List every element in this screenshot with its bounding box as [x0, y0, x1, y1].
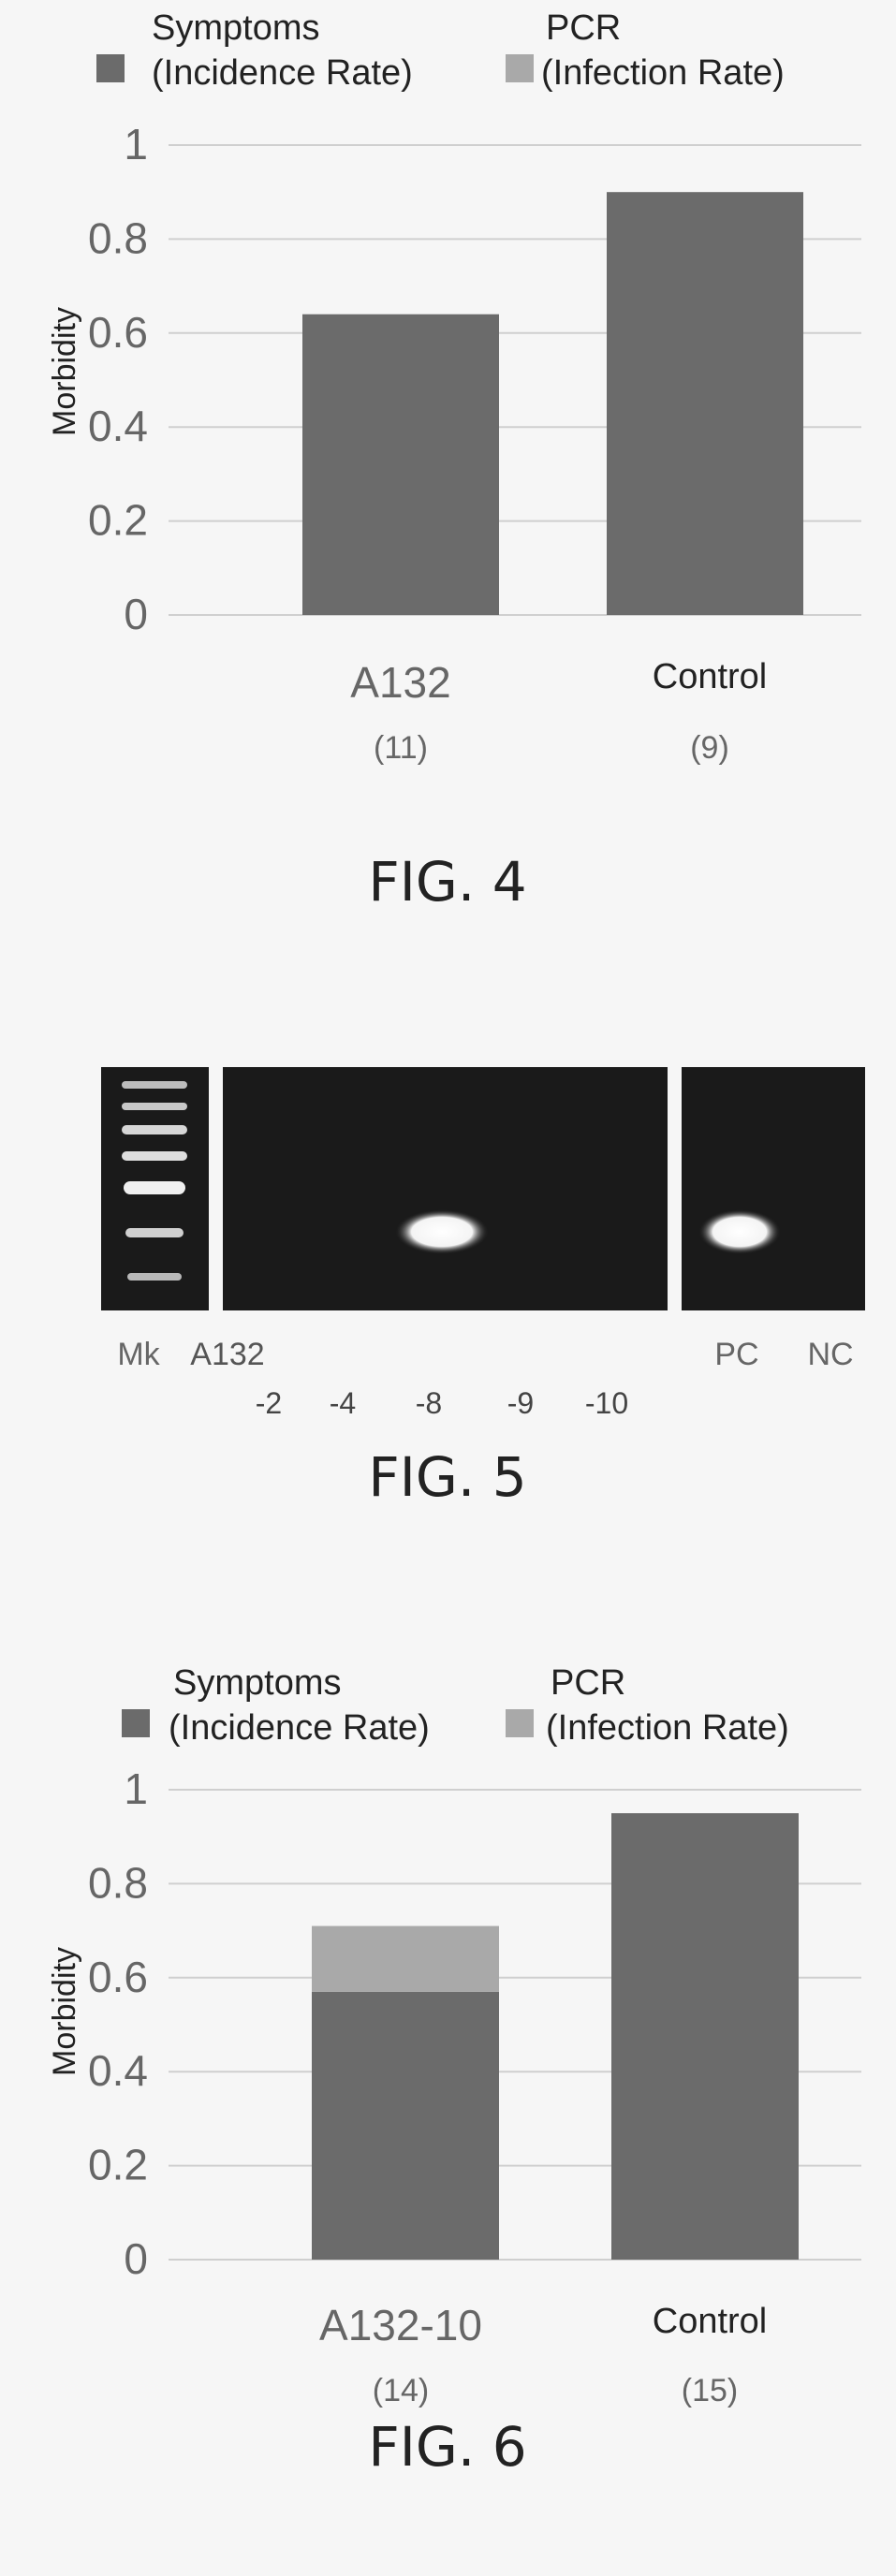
fig4-y-tick-label: 0.2	[88, 496, 148, 545]
fig6-bar-symptoms-a132-10	[312, 1992, 499, 2260]
fig6-legend-swatch-symptoms	[122, 1709, 150, 1737]
fig6-bar-symptoms-control	[611, 1813, 799, 2260]
fig4-y-axis-label: Morbidity	[47, 307, 82, 436]
fig5-gel-image: Mk A132 PC NC -2 -4 -8 -9 -10 FIG. 5	[0, 1011, 896, 1535]
gel-lane-label-nc: NC	[807, 1337, 853, 1372]
fig4-legend-symptoms-line1: Symptoms	[152, 8, 319, 48]
fig6-category-count-a132-10: (14)	[373, 2373, 429, 2408]
gel-lane-label-a132: A132	[190, 1337, 264, 1372]
marker-ladder-band	[124, 1181, 185, 1194]
fig6-legend-swatch-pcr	[506, 1709, 534, 1737]
fig6-y-tick-label: 1	[124, 1764, 148, 1813]
fig4-y-tick-label: 0.6	[88, 308, 148, 357]
marker-ladder-band	[125, 1228, 184, 1237]
fig6-category-count-control: (15)	[682, 2373, 738, 2408]
fig4-y-tick-label: 0	[124, 590, 148, 638]
fig6-category-label-control: Control	[653, 2302, 768, 2341]
fig6-legend-symptoms-line2: (Incidence Rate)	[169, 1708, 430, 1748]
gel-dilution-label: -8	[416, 1386, 442, 1420]
fig6-legend-symptoms-line1: Symptoms	[173, 1663, 341, 1703]
fig6-y-tick-label: 0.4	[88, 2046, 148, 2095]
fig6-caption: FIG. 6	[368, 2415, 526, 2479]
gel-dilution-label: -2	[256, 1386, 282, 1420]
fig6-bar-chart: Symptoms (Incidence Rate) PCR (Infection…	[0, 1640, 896, 2576]
fig4-legend-swatch-pcr	[506, 54, 534, 82]
fig4-legend-pcr-line1: PCR	[546, 8, 621, 48]
marker-ladder-band	[122, 1151, 187, 1161]
fig4-caption: FIG. 4	[368, 850, 526, 914]
fig4-y-tick-label: 0.4	[88, 402, 148, 450]
fig6-legend-pcr-line1: PCR	[551, 1663, 625, 1703]
fig4-bar-symptoms-control	[607, 192, 803, 615]
fig6-y-tick-label: 0.2	[88, 2141, 148, 2189]
marker-ladder-band	[122, 1103, 187, 1110]
fig4-legend-swatch-symptoms	[96, 54, 125, 82]
fig6-y-tick-label: 0	[124, 2234, 148, 2283]
marker-ladder-band	[122, 1081, 187, 1089]
gel-lane-label-mk: Mk	[117, 1337, 160, 1372]
fig4-bar-chart: Symptoms (Incidence Rate) PCR (Infection…	[0, 0, 896, 936]
fig5-caption: FIG. 5	[368, 1445, 526, 1509]
gel-dilution-label: -9	[507, 1386, 534, 1420]
gel-dilution-label: -4	[330, 1386, 356, 1420]
fig4-bar-symptoms-a132	[302, 315, 499, 615]
marker-ladder-band	[122, 1125, 187, 1134]
marker-ladder-band	[127, 1273, 182, 1281]
fig4-category-label-control: Control	[653, 657, 768, 696]
fig4-y-tick-label: 1	[124, 120, 148, 168]
fig6-y-tick-label: 0.8	[88, 1858, 148, 1907]
fig6-y-tick-label: 0.6	[88, 1953, 148, 2001]
gel-band-pc	[698, 1209, 781, 1254]
gel-band-dilution-8	[395, 1209, 489, 1254]
fig4-legend-symptoms-line2: (Incidence Rate)	[152, 53, 413, 93]
fig6-category-label-a132-10: A132-10	[319, 2301, 482, 2349]
fig6-legend-pcr-line2: (Infection Rate)	[546, 1708, 789, 1748]
fig4-y-tick-label: 0.8	[88, 213, 148, 262]
fig4-category-label-a132: A132	[350, 658, 450, 707]
fig4-legend-pcr-line2: (Infection Rate)	[541, 53, 785, 93]
fig6-y-axis-label: Morbidity	[47, 1947, 82, 2076]
gel-panel-controls	[682, 1067, 865, 1310]
gel-panel-samples	[223, 1067, 668, 1310]
gel-lane-label-pc: PC	[714, 1337, 758, 1372]
fig6-bar-pcr-a132-10	[312, 1926, 499, 1992]
fig4-category-count-control: (9)	[690, 730, 729, 766]
gel-dilution-label: -10	[585, 1386, 628, 1420]
fig4-category-count-a132: (11)	[374, 730, 428, 766]
